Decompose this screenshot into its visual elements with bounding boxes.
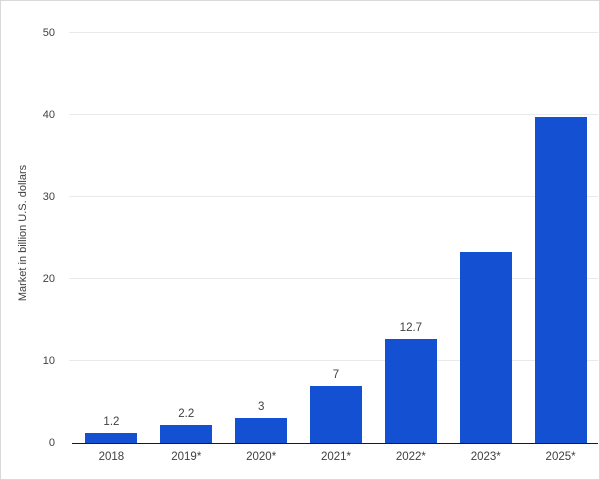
x-axis-labels: 2018 2019* 2020* 2021* 2022* 2023* 2025* (74, 451, 598, 463)
bar-value-label-2021: 7 (332, 368, 340, 381)
plot-area: 1.2 2.2 3 7 12.7 (69, 32, 598, 444)
bar-2021 (310, 385, 362, 443)
gridline-50 (69, 32, 598, 33)
bar-slot-2020: 3 (224, 33, 299, 443)
bar-slot-2021: 7 (299, 33, 374, 443)
gridline-20 (69, 278, 598, 279)
bar-slot-2019: 2.2 (149, 33, 224, 443)
y-tick-label-10: 10 (42, 355, 55, 367)
x-tick-label-2019: 2019* (171, 451, 202, 463)
y-tick-label-40: 40 (42, 109, 55, 121)
bar-value-label-2020: 3 (257, 401, 265, 414)
x-tick-label-2021: 2021* (320, 451, 352, 463)
bar-slot-2025 (523, 33, 598, 443)
bar-slot-2018: 1.2 (74, 33, 149, 443)
gridline-30 (69, 196, 598, 197)
y-tick-label-50: 50 (42, 27, 55, 39)
x-tick-label-2022: 2022* (395, 451, 426, 463)
gridline-10 (69, 360, 598, 361)
x-tick-label-2018: 2018 (98, 451, 125, 463)
bar-slot-2023 (448, 33, 523, 443)
bar-2020 (235, 418, 288, 443)
bar-value-label-2018: 1.2 (103, 416, 120, 429)
bar-2022 (384, 338, 437, 443)
x-tick-label-2020: 2020* (246, 451, 277, 463)
bar-2019 (160, 424, 213, 443)
bar-2018 (85, 433, 138, 443)
y-tick-label-20: 20 (42, 273, 55, 285)
bar-2023 (459, 251, 512, 443)
x-tick-label-2023: 2023* (470, 451, 501, 463)
x-tick-label-2025: 2025* (545, 451, 576, 463)
bar-value-label-2019: 2.2 (178, 407, 195, 420)
bar-slot-2022: 12.7 (373, 33, 448, 443)
bar-2025 (534, 117, 587, 443)
y-tick-label-30: 30 (42, 191, 55, 203)
bars-row: 1.2 2.2 3 7 12.7 (74, 33, 598, 443)
y-axis-ticks: 0 10 20 30 40 50 (1, 27, 55, 449)
bar-value-label-2022: 12.7 (399, 321, 423, 334)
x-axis-line (72, 442, 598, 444)
y-tick-label-0: 0 (48, 437, 55, 449)
gridline-40 (69, 114, 598, 115)
